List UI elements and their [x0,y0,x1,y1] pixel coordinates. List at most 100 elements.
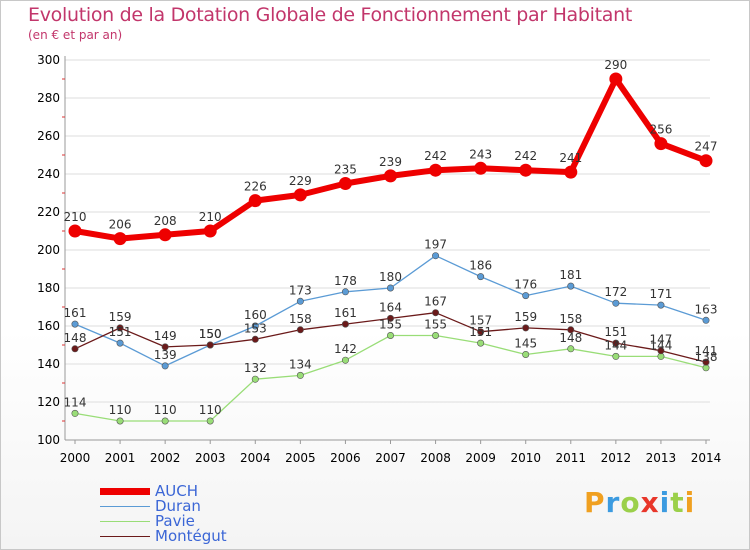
data-label-montgut: 164 [379,300,402,314]
legend-swatch [100,520,150,523]
data-label-auch: 290 [604,58,627,72]
data-point-duran [296,297,304,305]
data-point-pavie [386,331,394,339]
data-point-pavie [612,352,620,360]
data-point-auch [699,154,713,168]
data-label-auch: 242 [424,149,447,163]
data-label-montgut: 151 [604,325,627,339]
data-point-pavie [296,371,304,379]
x-tick-label: 2012 [601,451,632,465]
y-tick-label: 120 [37,395,60,409]
data-label-pavie: 155 [379,318,402,332]
data-point-pavie [341,356,349,364]
legend-item-montgut: Montégut [100,527,300,545]
data-label-montgut: 148 [64,331,87,345]
data-point-montgut [386,314,394,322]
data-point-montgut [567,326,575,334]
data-point-duran [522,292,530,300]
x-tick-label: 2009 [465,451,496,465]
data-point-auch [384,169,397,183]
data-label-montgut: 141 [695,344,718,358]
data-point-pavie [206,417,214,425]
data-label-pavie: 145 [514,337,537,351]
data-point-pavie [251,375,259,383]
data-point-auch [203,224,217,238]
data-point-pavie [432,331,440,339]
data-label-duran: 178 [334,274,357,288]
data-label-montgut: 161 [334,306,357,320]
data-point-montgut [522,324,530,332]
data-label-pavie: 110 [199,403,222,417]
data-point-montgut [657,347,665,355]
x-tick-label: 2011 [556,451,587,465]
data-label-auch: 226 [244,180,267,194]
data-label-duran: 163 [695,302,718,316]
logo-letter: o [620,486,641,519]
data-point-duran [567,282,575,290]
data-label-montgut: 159 [109,310,132,324]
data-label-duran: 150 [199,327,222,341]
data-point-auch [519,163,533,177]
data-point-montgut [206,341,214,349]
data-label-montgut: 157 [469,314,492,328]
data-point-auch [113,232,127,246]
data-label-montgut: 153 [244,321,267,335]
data-label-pavie: 151 [469,325,492,339]
legend-label: Pavie [155,512,195,530]
legend-item-duran: Duran [100,497,300,515]
chart-title: Evolution de la Dotation Globale de Fonc… [28,4,633,26]
data-point-montgut [71,345,79,353]
data-point-montgut [161,343,169,351]
y-tick-label: 260 [37,129,60,143]
logo-letter: P [584,486,606,519]
data-point-montgut [251,335,259,343]
data-point-pavie [161,417,169,425]
data-label-auch: 210 [199,210,222,224]
data-label-duran: 181 [559,268,582,282]
legend-swatch [100,535,150,538]
data-point-montgut [296,326,304,334]
data-point-montgut [477,328,485,336]
data-label-pavie: 114 [64,395,87,409]
data-label-duran: 161 [64,306,87,320]
data-label-duran: 151 [109,325,132,339]
data-point-auch [474,161,488,175]
data-point-pavie [477,339,485,347]
legend-item-auch: AUCH [100,482,300,500]
chart-subtitle: (en € et par an) [28,28,123,42]
logo-letter: r [605,486,621,519]
data-label-auch: 208 [154,214,177,228]
data-point-auch [654,137,668,151]
legend-label: Montégut [155,527,227,545]
data-point-montgut [116,324,124,332]
data-point-duran [71,320,79,328]
data-point-auch [429,163,443,177]
data-label-pavie: 134 [289,357,312,371]
y-tick-label: 160 [37,319,60,333]
data-label-montgut: 159 [514,310,537,324]
data-label-montgut: 158 [289,312,312,326]
y-tick-label: 100 [37,433,60,447]
data-point-duran [251,322,259,330]
chart-legend: AUCH Duran Pavie Montégut [100,482,300,545]
logo-letter: i [684,486,696,519]
data-label-auch: 206 [109,218,132,232]
data-point-auch [68,224,82,238]
data-point-auch [248,194,262,208]
logo-letter: i [659,486,671,519]
y-tick-label: 300 [37,53,60,67]
data-point-montgut [341,320,349,328]
data-point-montgut [612,339,620,347]
data-label-auch: 256 [649,123,672,137]
data-point-duran [432,252,440,260]
data-point-auch [564,165,578,179]
data-label-pavie: 110 [109,403,132,417]
data-label-auch: 243 [469,147,492,161]
data-label-montgut: 150 [199,327,222,341]
data-label-duran: 176 [514,278,537,292]
legend-item-pavie: Pavie [100,512,300,530]
x-tick-label: 2014 [691,451,722,465]
data-point-duran [702,316,710,324]
x-tick-label: 2013 [646,451,677,465]
data-point-duran [161,362,169,370]
